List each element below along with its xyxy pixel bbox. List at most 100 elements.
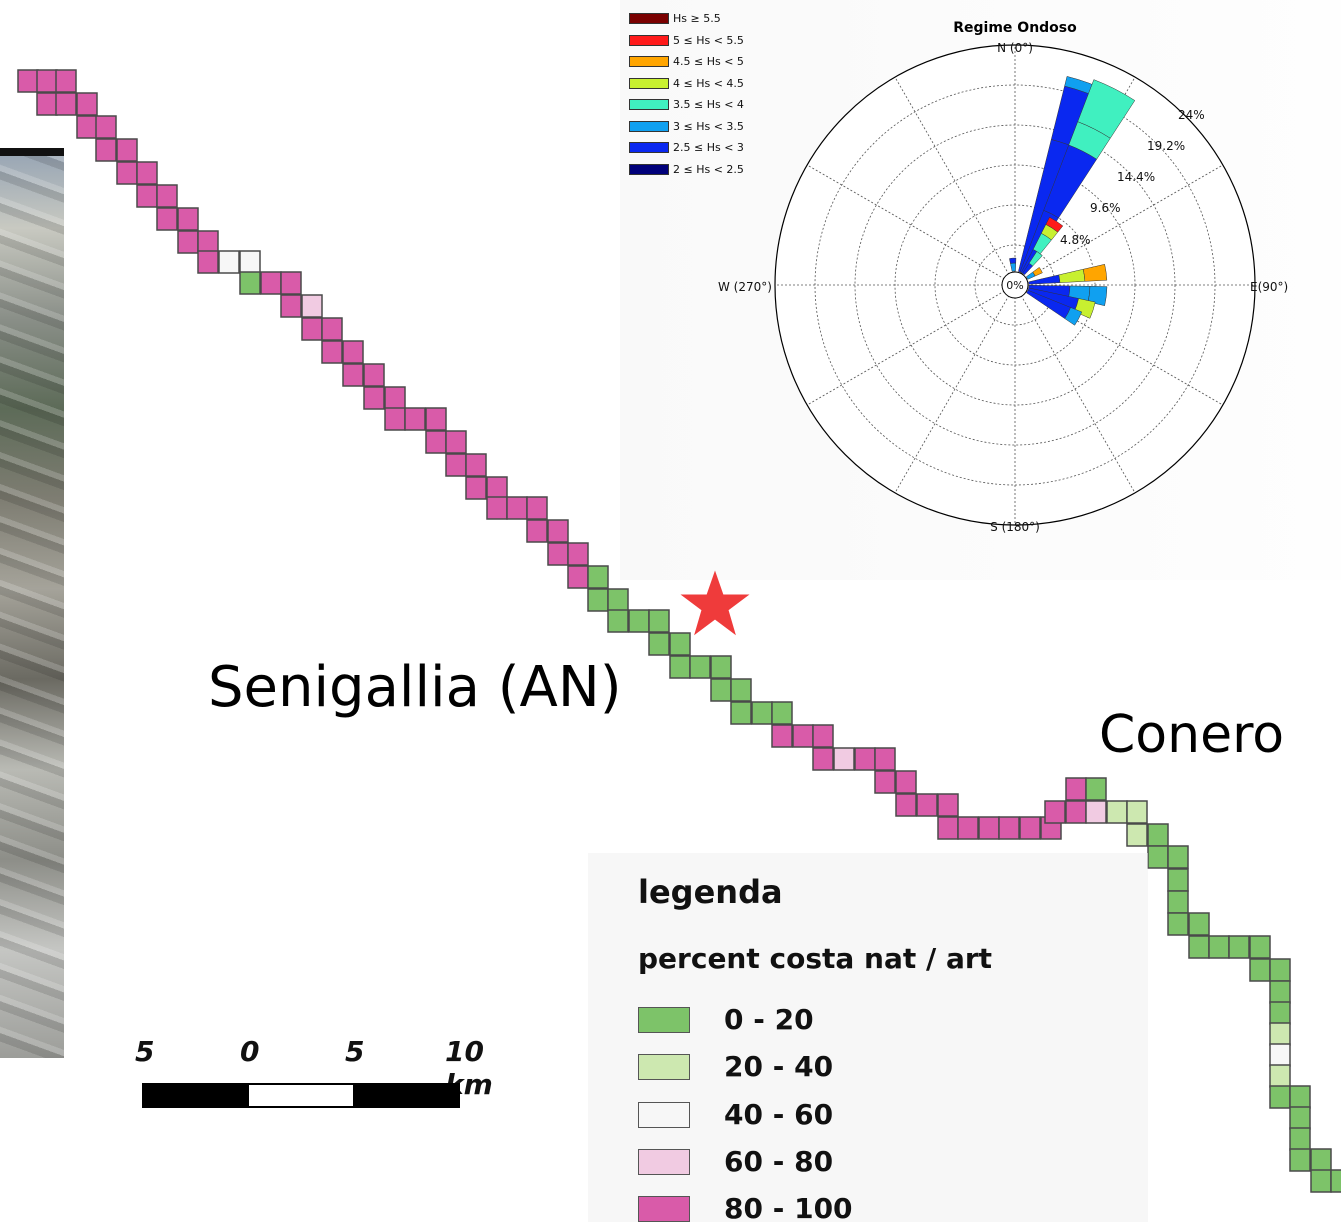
grid-cell [342,340,364,364]
grid-cell [384,407,406,431]
wave-class-swatch [629,77,669,89]
grid-cell [1289,1106,1311,1130]
direction-south: S (180°) [990,520,1040,534]
rose-spoke [894,76,1016,286]
rose-bar-segment [1032,267,1043,277]
grid-cell [710,678,732,702]
wave-class-label: 3.5 ≤ Hs < 4 [673,98,744,112]
rose-bar-segment [1045,216,1064,233]
ring-label-2: 9.6% [1090,201,1121,215]
grid-cell [156,207,178,231]
ring-label-4: 19.2% [1147,139,1185,153]
grid-cell [567,565,589,589]
wave-class-item: 3.5 ≤ Hs < 4 [629,94,744,116]
wave-class-label: 2 ≤ Hs < 2.5 [673,162,744,176]
grid-cell [1167,912,1189,936]
grid-cell [95,138,117,162]
grid-cell [301,294,323,318]
grid-cell [486,496,508,520]
grid-cell [1019,816,1041,840]
grid-cell [1249,958,1271,982]
rose-spoke [1014,284,1136,494]
grid-cell [669,655,691,679]
grid-cell [1188,912,1210,936]
grid-cell [526,496,548,520]
photo-texture [0,156,64,1058]
scale-label-1: 5 [135,1035,155,1068]
wave-class-item: 2 ≤ Hs < 2.5 [629,159,744,181]
grid-cell [1330,1169,1341,1193]
grid-cell [1269,980,1291,1004]
legend-item: 80 - 100 [638,1192,853,1225]
legend-item: 20 - 40 [638,1050,833,1083]
wave-class-swatch [629,163,669,175]
grid-cell [321,317,343,341]
grid-cell [526,519,548,543]
grid-cell [1126,800,1148,824]
wave-class-swatch [629,99,669,111]
wave-rose-labels: N (0°) E(90°) S (180°) W (270°) 0% 4.8% … [718,41,1288,534]
grid-cell [260,271,282,295]
grid-cell [710,655,732,679]
grid-cell [1269,1085,1291,1109]
legend-item: 60 - 80 [638,1145,833,1178]
grid-cell [833,747,855,771]
grid-cell [751,701,773,725]
wave-height-legend: Hs ≥ 5.5 5 ≤ Hs < 5.5 4.5 ≤ Hs < 5 4 ≤ Hs <… [629,8,744,180]
grid-cell [76,92,98,116]
grid-cell [1228,935,1250,959]
grid-cell [197,230,219,254]
grid-cell [1065,777,1087,801]
grid-cell [95,115,117,139]
grid-cell [1269,1022,1291,1046]
grid-cell [1188,935,1210,959]
grid-cell [937,793,959,817]
grid-cell [854,747,876,771]
wave-class-swatch [629,120,669,132]
grid-cell [874,747,896,771]
grid-cell [36,92,58,116]
scale-label-2: 0 [240,1035,260,1068]
grid-cell [239,271,261,295]
grid-cell [465,453,487,477]
grid-cell [1065,800,1087,824]
grid-cell [957,816,979,840]
legend-subtitle: percent costa nat / art [638,942,993,975]
wave-class-item: 5 ≤ Hs < 5.5 [629,30,744,52]
grid-cell [136,184,158,208]
grid-cell [607,588,629,612]
grid-cell [363,386,385,410]
rose-bar-segment [1064,307,1083,326]
grid-cell [978,816,1000,840]
scale-segment [248,1085,354,1106]
grid-cell [1147,845,1169,869]
direction-west: W (270°) [718,280,772,294]
grid-cell [587,565,609,589]
rose-bar-segment [1082,264,1108,282]
grid-cell [730,701,752,725]
grid-cell [792,724,814,748]
grid-cell [321,340,343,364]
grid-cell [874,770,896,794]
grid-cell [771,724,793,748]
grid-cell [1310,1148,1332,1172]
scale-segment [144,1085,249,1106]
grid-cell [55,92,77,116]
grid-cell [17,69,39,93]
place-label-senigallia: Senigallia (AN) [208,655,622,720]
grid-cell [648,609,670,633]
grid-cell [1208,935,1230,959]
wave-class-item: 3 ≤ Hs < 3.5 [629,116,744,138]
wave-class-label: 2.5 ≤ Hs < 3 [673,141,744,155]
grid-cell [1289,1148,1311,1172]
grid-cell [547,519,569,543]
rose-bar-segment [1028,251,1043,267]
grid-cell [730,678,752,702]
grid-cell [937,816,959,840]
ring-label-5: 24% [1178,108,1205,122]
ring-label-1: 4.8% [1060,233,1091,247]
grid-cell [36,69,58,93]
scale-bar [142,1083,460,1108]
grid-cell [587,588,609,612]
